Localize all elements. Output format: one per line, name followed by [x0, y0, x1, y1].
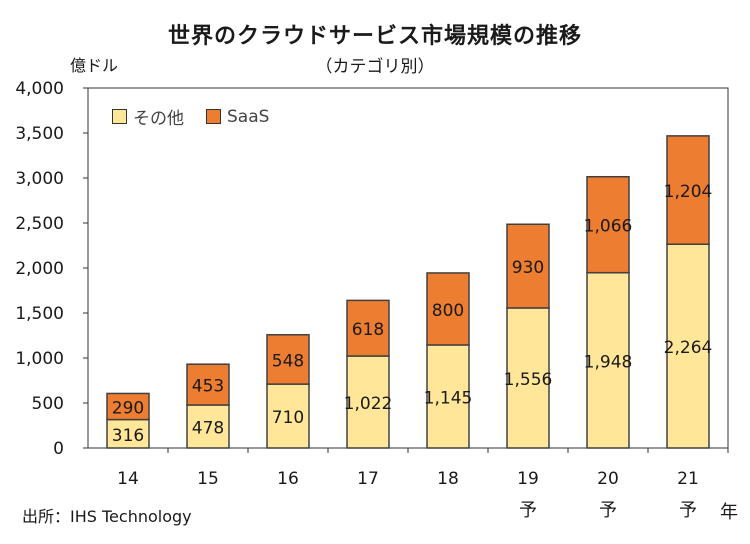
x-tick-label: 15 [197, 469, 219, 489]
data-label: 930 [512, 258, 544, 278]
data-label: 290 [112, 399, 144, 419]
data-label: 316 [112, 426, 144, 446]
bar-segment-other [346, 355, 390, 449]
data-label: 1,204 [664, 182, 713, 202]
y-tick-label: 3,500 [15, 124, 64, 144]
y-tick-label: 1,000 [15, 349, 64, 369]
bar-segment-saas [506, 223, 550, 309]
bar-segment-saas [586, 175, 630, 274]
bar-segment-saas [186, 363, 230, 406]
x-tick-label: 19 [517, 469, 539, 489]
data-label: 1,556 [504, 370, 553, 390]
x-tick-label: 17 [357, 469, 379, 489]
legend-item-other: その他 [112, 104, 184, 129]
y-tick-label: 0 [53, 439, 64, 459]
source-note: 出所：IHS Technology [22, 507, 192, 526]
chart-subtitle: （カテゴリ別） [315, 57, 435, 77]
data-label: 478 [192, 418, 224, 438]
x-tick-label: 20 [597, 469, 619, 489]
data-label: 453 [192, 377, 224, 397]
forecast-note: 予 [599, 500, 617, 521]
x-tick-label: 21 [677, 469, 699, 489]
data-label: 1,948 [584, 352, 633, 372]
plot-area-frame [87, 87, 729, 449]
bar-segment-other [506, 307, 550, 449]
bar-segment-other [666, 243, 710, 449]
x-tick-label: 18 [437, 469, 459, 489]
x-tick-label: 16 [277, 469, 299, 489]
legend-swatch-saas [206, 109, 221, 124]
bar-segment-other [586, 271, 630, 449]
data-label: 1,022 [344, 394, 393, 414]
bar-segment-saas [106, 392, 150, 421]
y-tick-label: 2,000 [15, 259, 64, 279]
bar-segment-saas [346, 299, 390, 357]
legend-swatch-other [112, 109, 127, 124]
data-label: 2,264 [664, 338, 713, 358]
y-tick-label: 500 [32, 394, 64, 414]
y-tick-label: 4,000 [15, 79, 64, 99]
data-label: 800 [432, 301, 464, 321]
legend-item-saas: SaaS [206, 107, 269, 127]
bar-segment-other [426, 344, 470, 449]
chart-title: 世界のクラウドサービス市場規模の推移 [167, 24, 582, 49]
bar-segment-saas [266, 334, 310, 385]
legend-label-other: その他 [133, 109, 184, 129]
data-label: 548 [272, 351, 304, 371]
legend: その他 SaaS [112, 104, 291, 129]
forecast-note: 予 [679, 500, 697, 521]
data-label: 710 [272, 408, 304, 428]
y-tick-label: 2,500 [15, 214, 64, 234]
bar-segment-saas [426, 272, 470, 346]
forecast-note: 予 [519, 500, 537, 521]
data-label: 1,066 [584, 217, 633, 237]
bar-segment-other [266, 383, 310, 449]
legend-label-saas: SaaS [227, 106, 270, 127]
x-axis-unit-label: 年 [720, 502, 738, 523]
y-axis-unit-label: 億ドル [70, 56, 119, 75]
bar-segment-saas [666, 135, 710, 245]
data-label: 1,145 [424, 388, 473, 408]
x-tick-label: 14 [117, 469, 139, 489]
data-label: 618 [352, 320, 384, 340]
y-tick-label: 3,000 [15, 169, 64, 189]
bar-segment-other [106, 418, 150, 449]
y-tick-label: 1,500 [15, 304, 64, 324]
